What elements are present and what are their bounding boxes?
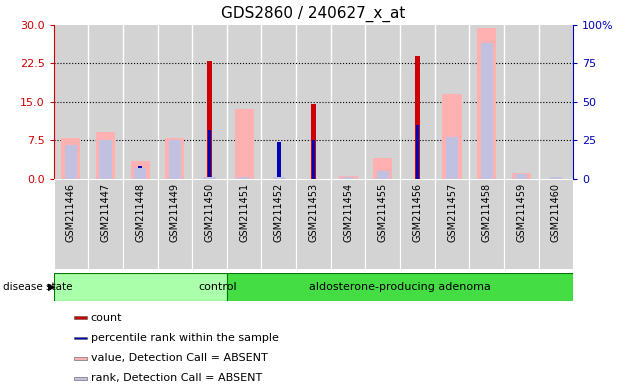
Bar <box>338 176 358 179</box>
Bar <box>165 137 185 179</box>
Bar <box>435 179 469 269</box>
Bar <box>74 316 87 319</box>
Bar <box>227 25 261 179</box>
Bar <box>243 177 246 179</box>
Bar <box>54 25 88 179</box>
Bar <box>74 337 87 339</box>
Bar <box>296 25 331 179</box>
Bar <box>238 177 250 179</box>
Bar <box>207 61 212 179</box>
Bar <box>485 130 488 179</box>
Bar <box>74 357 87 359</box>
Bar <box>261 179 296 269</box>
Text: GSM211451: GSM211451 <box>239 183 249 242</box>
Bar <box>54 273 227 301</box>
Bar <box>512 174 531 179</box>
Bar <box>88 179 123 269</box>
Bar <box>296 179 331 269</box>
Bar <box>158 25 192 179</box>
Bar <box>227 273 573 301</box>
Text: percentile rank within the sample: percentile rank within the sample <box>91 333 278 343</box>
Bar <box>373 158 392 179</box>
Bar <box>400 25 435 179</box>
Bar <box>312 140 315 179</box>
Bar <box>539 25 573 179</box>
Bar <box>273 177 285 179</box>
Bar <box>469 179 504 269</box>
Bar <box>446 137 458 179</box>
Bar <box>104 142 107 179</box>
Bar <box>515 174 527 179</box>
Bar <box>539 179 573 269</box>
Text: ▶: ▶ <box>48 282 55 292</box>
Bar <box>139 166 142 179</box>
Bar <box>481 43 493 179</box>
Bar <box>74 377 87 380</box>
Bar <box>100 140 112 179</box>
Bar <box>277 142 280 179</box>
Text: aldosterone-producing adenoma: aldosterone-producing adenoma <box>309 282 491 292</box>
Bar <box>169 140 181 179</box>
Bar <box>342 177 354 179</box>
Text: GSM211447: GSM211447 <box>101 183 110 242</box>
Bar <box>442 94 462 179</box>
Text: GSM211454: GSM211454 <box>343 183 353 242</box>
Text: control: control <box>199 282 238 292</box>
Bar <box>123 179 158 269</box>
Bar <box>65 145 77 179</box>
Text: GSM211452: GSM211452 <box>274 183 284 242</box>
Bar <box>192 179 227 269</box>
Bar <box>261 25 296 179</box>
Bar <box>234 109 254 179</box>
Bar <box>130 161 150 179</box>
Title: GDS2860 / 240627_x_at: GDS2860 / 240627_x_at <box>221 6 406 22</box>
Text: GSM211455: GSM211455 <box>378 183 387 242</box>
Bar <box>435 25 469 179</box>
Bar <box>123 25 158 179</box>
Text: GSM211448: GSM211448 <box>135 183 145 242</box>
Bar <box>415 56 420 179</box>
Bar <box>400 179 435 269</box>
Bar <box>203 177 215 179</box>
Bar <box>227 179 261 269</box>
Bar <box>365 179 400 269</box>
Bar <box>54 179 88 269</box>
Bar <box>173 140 176 179</box>
Text: GSM211460: GSM211460 <box>551 183 561 242</box>
Text: GSM211449: GSM211449 <box>170 183 180 242</box>
Bar <box>550 177 562 179</box>
Bar <box>477 28 496 179</box>
Bar <box>88 25 123 179</box>
Text: GSM211450: GSM211450 <box>205 183 214 242</box>
Bar <box>192 25 227 179</box>
Text: GSM211453: GSM211453 <box>309 183 318 242</box>
Text: rank, Detection Call = ABSENT: rank, Detection Call = ABSENT <box>91 373 262 383</box>
Bar <box>208 130 211 179</box>
Bar <box>554 177 558 179</box>
Bar <box>504 179 539 269</box>
Text: disease state: disease state <box>3 282 72 292</box>
Bar <box>469 25 504 179</box>
Text: GSM211456: GSM211456 <box>413 183 422 242</box>
Bar <box>504 25 539 179</box>
Bar <box>416 125 419 179</box>
Text: count: count <box>91 313 122 323</box>
Bar <box>331 179 365 269</box>
Bar <box>365 25 400 179</box>
Bar <box>134 168 146 179</box>
Bar <box>311 104 316 179</box>
Bar <box>346 177 350 179</box>
Text: GSM211446: GSM211446 <box>66 183 76 242</box>
Bar <box>96 132 115 179</box>
Bar <box>331 25 365 179</box>
Text: GSM211458: GSM211458 <box>482 183 491 242</box>
Text: GSM211457: GSM211457 <box>447 183 457 242</box>
Text: value, Detection Call = ABSENT: value, Detection Call = ABSENT <box>91 353 268 363</box>
Bar <box>381 176 384 179</box>
Bar <box>158 179 192 269</box>
Text: GSM211459: GSM211459 <box>517 183 526 242</box>
Bar <box>61 137 81 179</box>
Bar <box>69 145 72 179</box>
Bar <box>377 171 389 179</box>
